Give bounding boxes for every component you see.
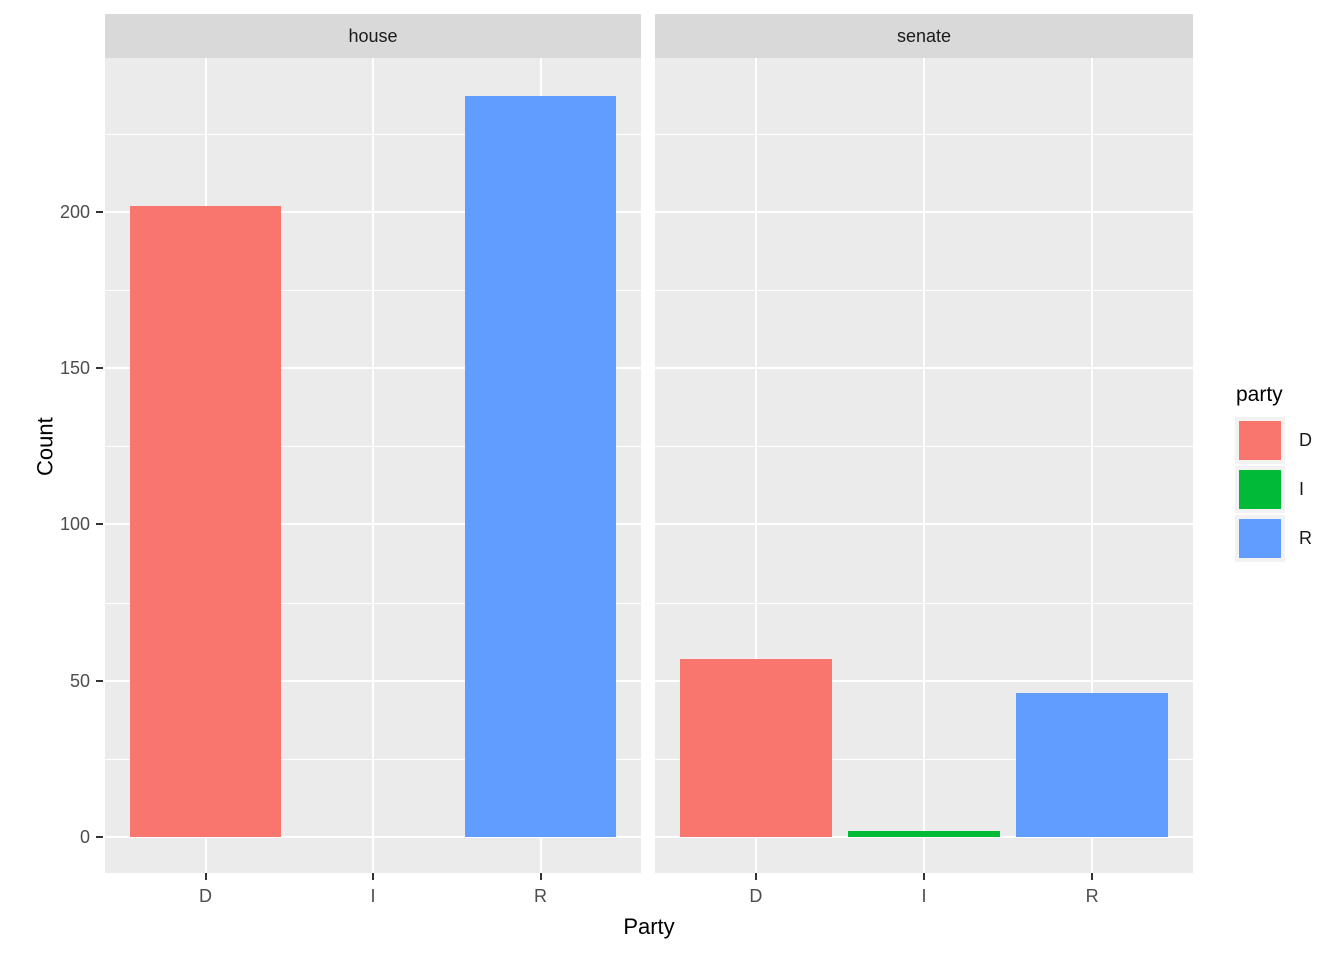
y-tick-label: 150 bbox=[59, 358, 90, 379]
y-tick-label: 100 bbox=[59, 514, 90, 535]
legend-label: R bbox=[1299, 528, 1312, 548]
bar-senate-I bbox=[848, 830, 1000, 837]
vertical-gridline bbox=[754, 58, 757, 873]
x-tick-mark bbox=[372, 873, 374, 880]
bar-senate-R bbox=[1016, 693, 1168, 837]
facet-strip-label: senate bbox=[896, 25, 952, 46]
x-tick-mark bbox=[754, 873, 757, 880]
legend-title: party bbox=[1236, 383, 1283, 406]
vertical-gridline bbox=[1091, 58, 1094, 873]
facet-strip: senate bbox=[655, 14, 1193, 58]
vertical-gridline bbox=[372, 58, 374, 873]
y-tick-mark bbox=[96, 679, 103, 682]
legend-key bbox=[1235, 515, 1285, 562]
y-tick-mark bbox=[96, 836, 103, 838]
facet-strip-label: house bbox=[348, 25, 398, 46]
x-tick-label: I bbox=[921, 886, 927, 906]
y-tick-mark bbox=[96, 210, 103, 213]
x-tick-mark bbox=[923, 873, 925, 880]
legend-swatch-D bbox=[1239, 421, 1281, 460]
vertical-gridline bbox=[923, 58, 925, 873]
y-tick-label: 0 bbox=[79, 827, 90, 847]
x-tick-mark bbox=[204, 873, 207, 880]
legend-key bbox=[1235, 417, 1285, 464]
y-tick-mark bbox=[96, 367, 103, 370]
bar-house-R bbox=[465, 96, 616, 837]
legend-swatch-R bbox=[1239, 519, 1281, 558]
x-tick-mark bbox=[1091, 873, 1094, 880]
bar-senate-D bbox=[680, 658, 832, 837]
legend-label: D bbox=[1299, 430, 1312, 450]
x-tick-mark bbox=[539, 873, 542, 880]
legend-label: I bbox=[1299, 479, 1305, 499]
x-tick-label: D bbox=[749, 886, 763, 906]
x-tick-label: R bbox=[1085, 886, 1099, 906]
x-tick-label: I bbox=[370, 886, 376, 906]
y-axis-title: Count bbox=[32, 417, 58, 476]
y-tick-label: 200 bbox=[59, 201, 90, 222]
facet-panel bbox=[105, 58, 641, 873]
x-axis-title: Party bbox=[623, 914, 675, 939]
legend-swatch-I bbox=[1239, 470, 1281, 509]
y-tick-label: 50 bbox=[69, 670, 90, 691]
x-tick-label: D bbox=[199, 886, 212, 906]
x-tick-label: R bbox=[534, 886, 547, 906]
facet-strip: house bbox=[105, 14, 641, 58]
facet-panel bbox=[655, 58, 1193, 873]
bar-house-D bbox=[130, 205, 281, 837]
y-tick-mark bbox=[96, 523, 103, 526]
legend-key bbox=[1235, 466, 1285, 513]
